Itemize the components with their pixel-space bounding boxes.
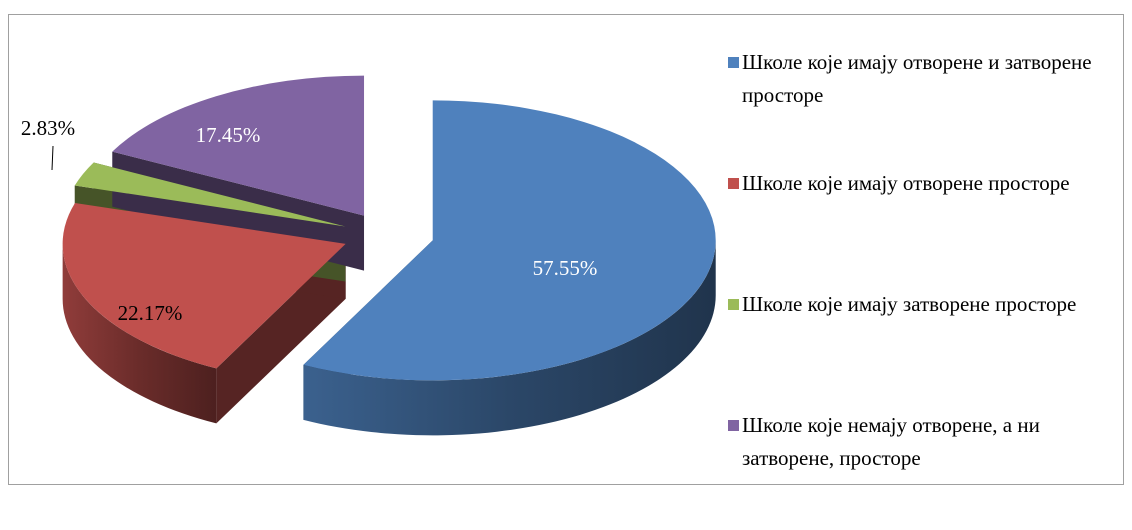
leader-line bbox=[51, 145, 54, 171]
slice bbox=[112, 75, 365, 216]
legend-item: Школе које немају отворене, а ни затворе… bbox=[728, 409, 1128, 530]
slice-wall bbox=[62, 243, 217, 424]
legend-label: Школе које немају отворене, а ни затворе… bbox=[742, 413, 1040, 470]
slice-wall bbox=[303, 240, 716, 436]
data-label: 2.83% bbox=[21, 116, 75, 140]
data-label: 57.55% bbox=[533, 256, 598, 280]
legend-label: Школе које имају отворене просторе bbox=[742, 171, 1070, 195]
data-label: 22.17% bbox=[118, 301, 183, 325]
legend-label: Школе које имају отворене и затворене пр… bbox=[742, 50, 1092, 107]
legend-item: Школе које имају отворене просторе bbox=[728, 167, 1128, 288]
chart-border bbox=[8, 14, 1124, 485]
chart: 57.55% 22.17% 2.83% 17.45% Школе које имају… bbox=[8, 14, 1124, 485]
data-label: 17.45% bbox=[196, 123, 261, 147]
legend-swatch bbox=[728, 57, 739, 68]
slice bbox=[62, 202, 346, 369]
chart-area: 57.55% 22.17% 2.83% 17.45% bbox=[8, 14, 1124, 485]
legend-swatch bbox=[728, 178, 739, 189]
legend: Школе које имају отворене и затворене пр… bbox=[728, 46, 1128, 530]
legend-item: Школе које имају отворене и затворене пр… bbox=[728, 46, 1128, 167]
legend-swatch bbox=[728, 299, 739, 310]
legend-item: Школе које имају затворене просторе bbox=[728, 288, 1128, 409]
legend-label: Школе које имају затворене просторе bbox=[742, 292, 1077, 316]
legend-swatch bbox=[728, 420, 739, 431]
slice bbox=[74, 162, 346, 227]
slice bbox=[303, 100, 716, 381]
